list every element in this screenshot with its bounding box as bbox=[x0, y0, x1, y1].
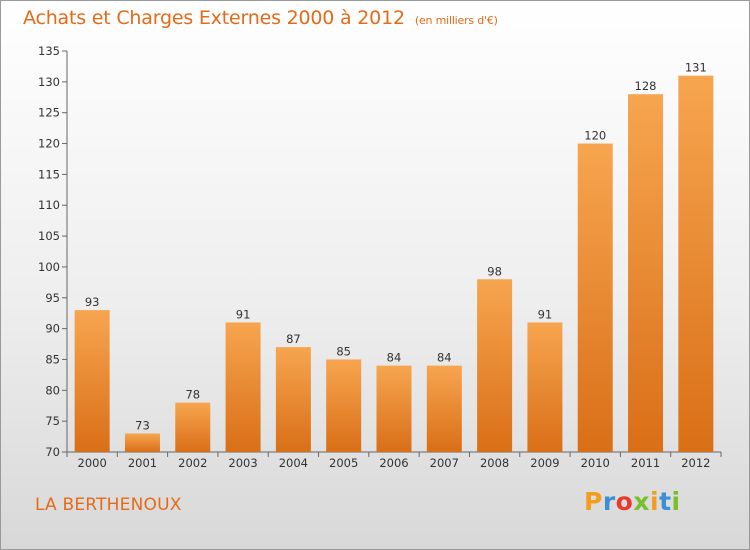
x-tick-label: 2004 bbox=[279, 456, 308, 470]
bar bbox=[225, 322, 261, 452]
y-tick-label: 120 bbox=[38, 137, 60, 151]
y-tick-label: 70 bbox=[45, 445, 60, 459]
bar bbox=[124, 433, 160, 452]
x-tick-label: 2010 bbox=[581, 456, 610, 470]
bar bbox=[477, 279, 513, 452]
bar bbox=[326, 359, 362, 452]
value-label: 120 bbox=[584, 129, 606, 143]
value-labels: 93 73 78 91 87 85 84 84 98 91 120 128 131 bbox=[85, 61, 707, 433]
bar bbox=[628, 94, 664, 452]
bar bbox=[376, 365, 412, 452]
value-label: 91 bbox=[236, 307, 251, 321]
value-label: 91 bbox=[538, 307, 553, 321]
value-label: 93 bbox=[85, 295, 100, 309]
x-tick-label: 2012 bbox=[681, 456, 710, 470]
x-tick-label: 2006 bbox=[379, 456, 408, 470]
x-tick-label: 2007 bbox=[430, 456, 459, 470]
proxiti-logo[interactable]: Proxiti bbox=[584, 487, 681, 516]
value-label: 87 bbox=[286, 332, 301, 346]
bar bbox=[175, 402, 211, 452]
value-label: 78 bbox=[185, 388, 200, 402]
bar bbox=[577, 143, 613, 453]
value-label: 98 bbox=[487, 264, 502, 278]
y-tick-label: 135 bbox=[38, 44, 60, 58]
value-label: 84 bbox=[437, 351, 452, 365]
y-tick-label: 85 bbox=[45, 352, 60, 366]
y-tick-label: 90 bbox=[45, 322, 60, 336]
chart-title: Achats et Charges Externes 2000 à 2012 (e… bbox=[23, 7, 498, 29]
place-name: LA BERTHENOUX bbox=[35, 495, 182, 515]
bar bbox=[678, 75, 714, 452]
value-label: 73 bbox=[135, 418, 150, 432]
chart-unit-label: (en milliers d'€) bbox=[414, 14, 498, 27]
y-tick-label: 110 bbox=[38, 198, 60, 212]
y-tick-label: 100 bbox=[38, 260, 60, 274]
logo-letter: o bbox=[615, 487, 634, 516]
value-label: 128 bbox=[635, 79, 657, 93]
x-axis: 2000 2001 2002 2003 2004 2005 2006 2007 2008 2009… bbox=[66, 451, 722, 470]
y-tick-label: 80 bbox=[45, 383, 60, 397]
logo-letter: i bbox=[671, 487, 681, 516]
y-tick-label: 75 bbox=[45, 414, 60, 428]
bar bbox=[426, 365, 462, 452]
y-tick-label: 125 bbox=[38, 106, 60, 120]
x-tick-label: 2008 bbox=[480, 456, 509, 470]
y-tick-label: 95 bbox=[45, 291, 60, 305]
logo-letter: t bbox=[659, 487, 672, 516]
y-tick-label: 130 bbox=[38, 75, 60, 89]
x-tick-label: 2009 bbox=[530, 456, 559, 470]
x-tick-label: 2011 bbox=[631, 456, 660, 470]
chart-title-text: Achats et Charges Externes 2000 à 2012 bbox=[23, 7, 405, 29]
bars bbox=[74, 75, 714, 453]
logo-letter: x bbox=[633, 487, 650, 516]
logo-letter: i bbox=[650, 487, 660, 516]
x-tick-label: 2005 bbox=[329, 456, 358, 470]
bar bbox=[74, 310, 110, 452]
bar bbox=[275, 347, 311, 452]
bar bbox=[527, 322, 563, 452]
value-label: 131 bbox=[685, 61, 707, 75]
value-label: 84 bbox=[387, 351, 402, 365]
logo-letter: P bbox=[584, 487, 603, 516]
logo-letter: r bbox=[602, 487, 616, 516]
x-tick-label: 2000 bbox=[78, 456, 107, 470]
x-tick-label: 2001 bbox=[128, 456, 157, 470]
x-tick-label: 2002 bbox=[178, 456, 207, 470]
y-tick-label: 115 bbox=[38, 167, 60, 181]
y-tick-label: 105 bbox=[38, 229, 60, 243]
x-tick-label: 2003 bbox=[228, 456, 257, 470]
value-label: 85 bbox=[336, 344, 351, 358]
y-axis: 70 75 80 85 90 95 100 105 110 115 120 125 130 135 bbox=[38, 44, 68, 459]
